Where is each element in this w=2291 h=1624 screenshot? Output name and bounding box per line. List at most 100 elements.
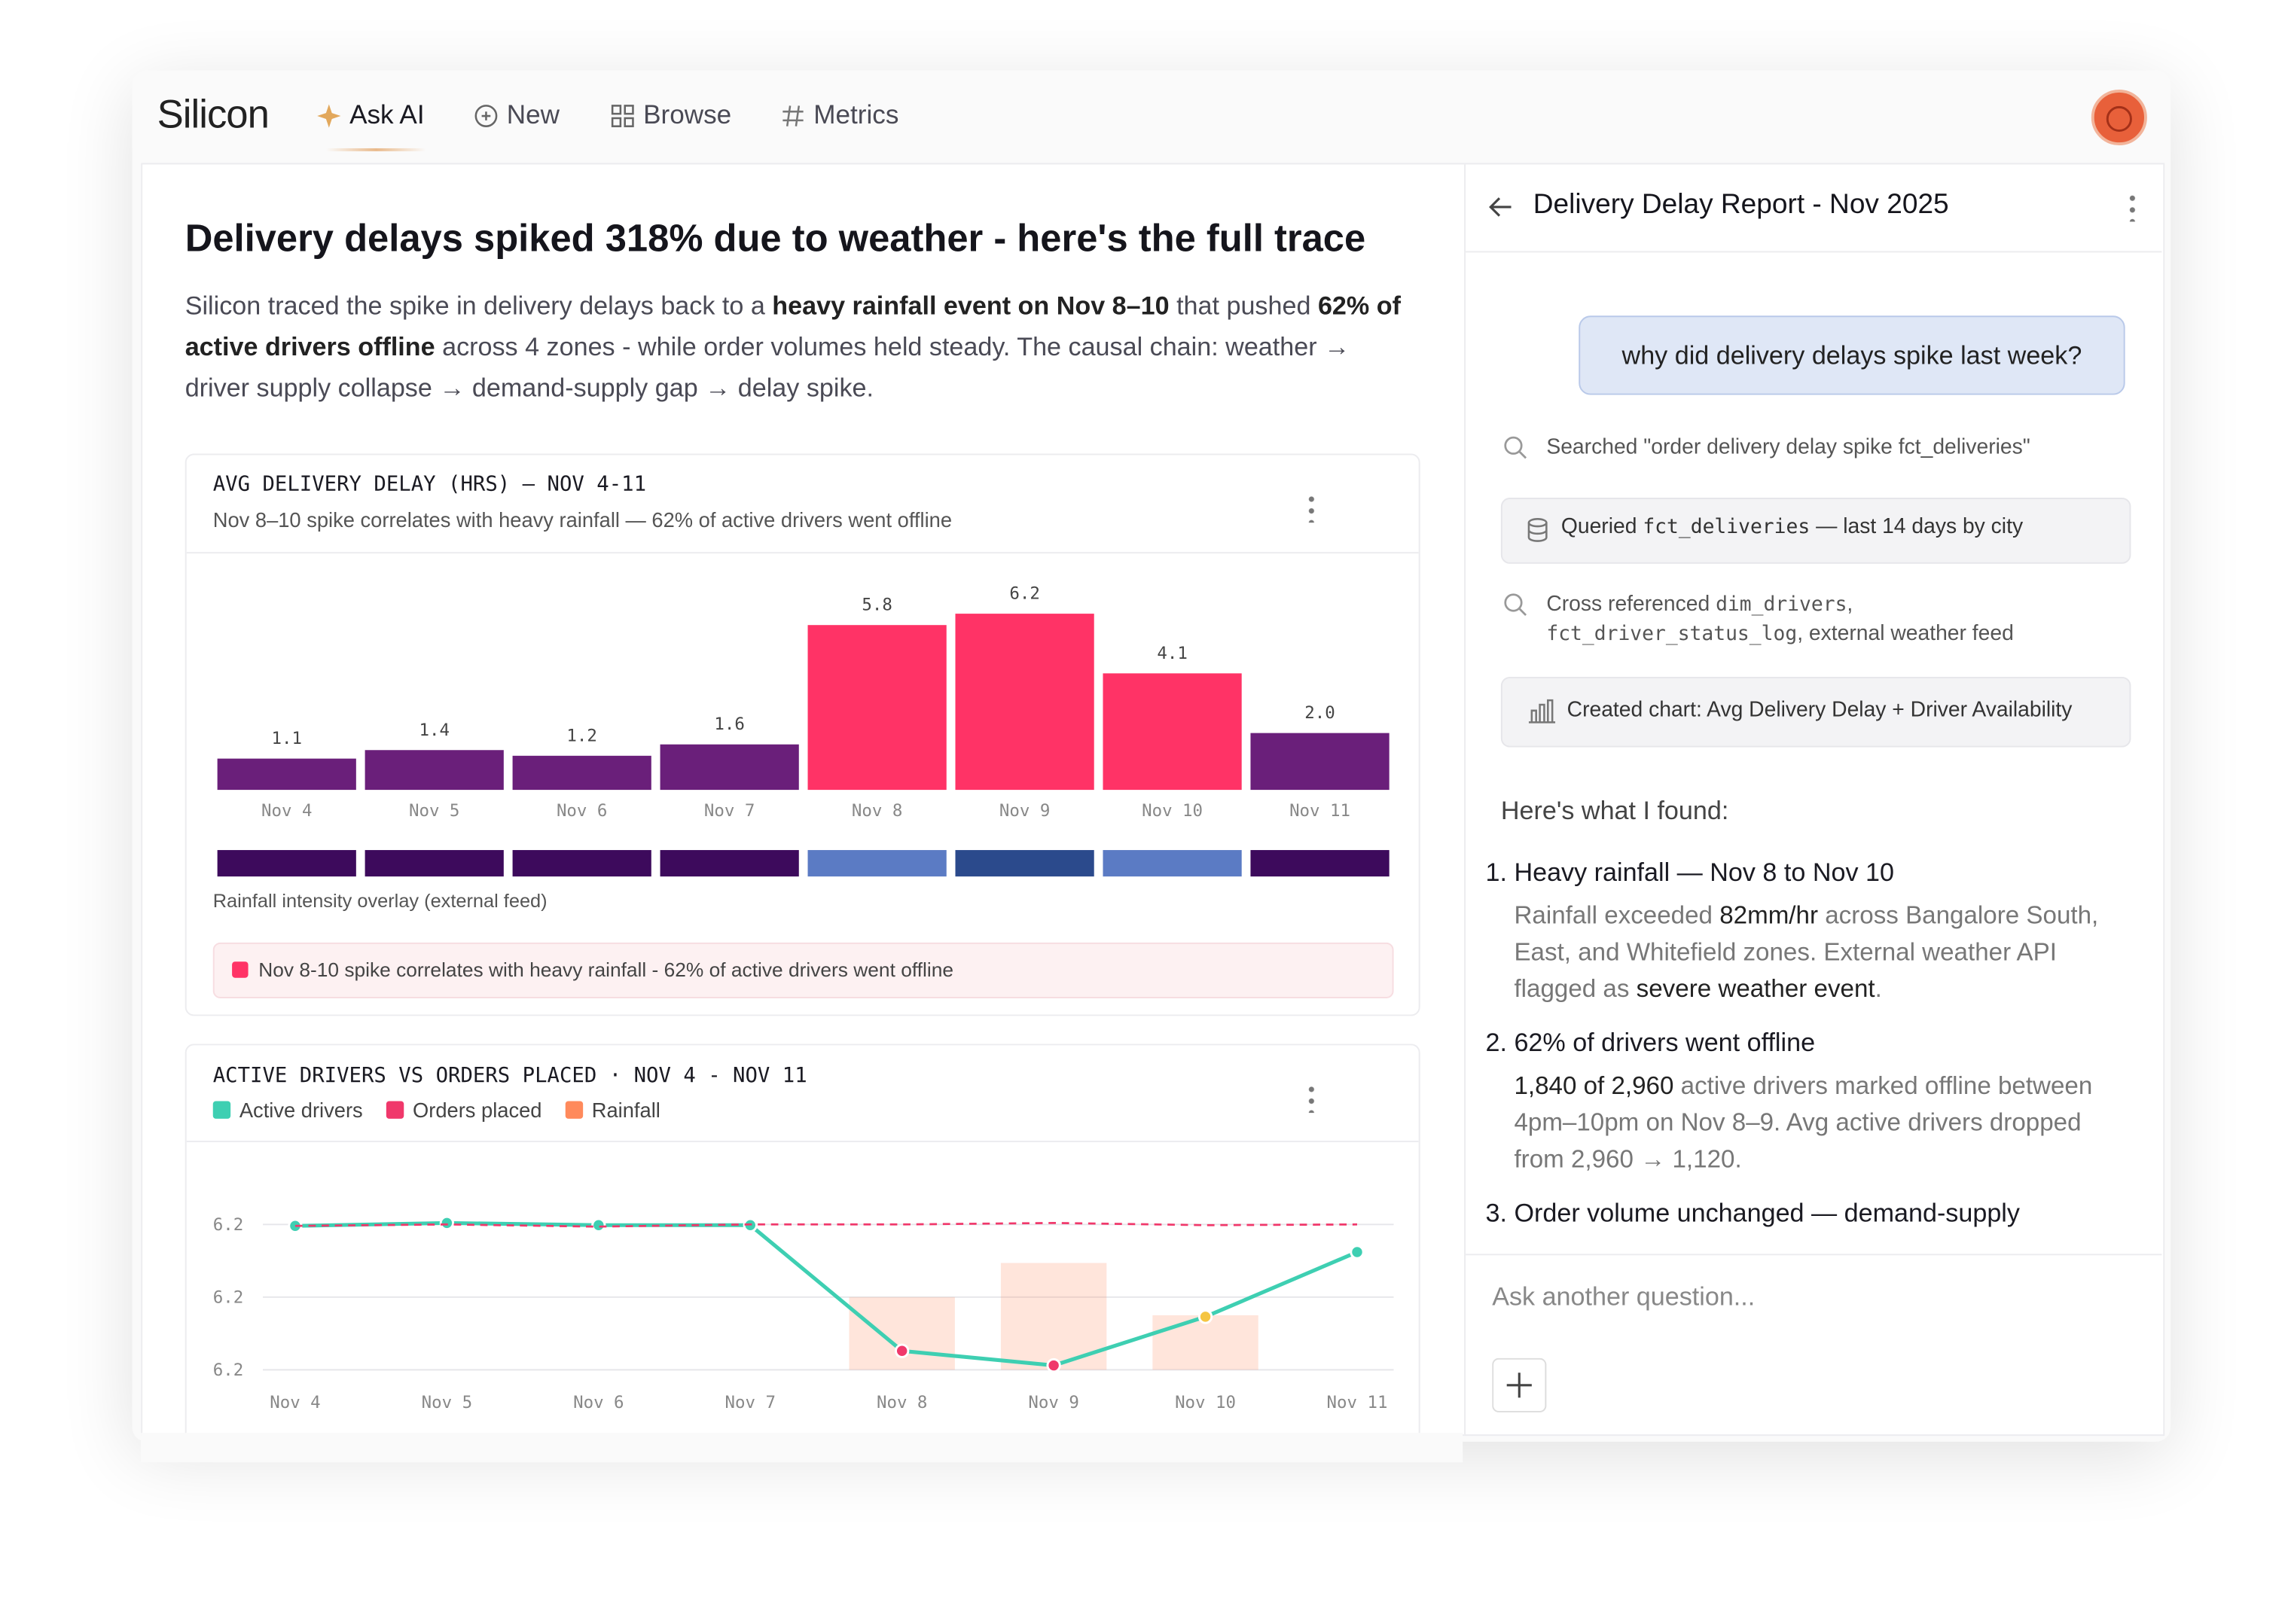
chart-subtitle: Nov 8–10 spike correlates with heavy rai… bbox=[212, 507, 953, 532]
step-box: Created chart: Avg Delivery Delay + Driv… bbox=[1500, 676, 2131, 748]
x-tick-label: Nov 9 bbox=[999, 801, 1050, 821]
value-label: 4.1 bbox=[1157, 644, 1187, 663]
value-label: 5.8 bbox=[862, 596, 892, 615]
value-label: 1.2 bbox=[566, 726, 596, 745]
chat-title: Delivery Delay Report - Nov 2025 bbox=[1533, 189, 1949, 221]
overlay-label: Rainfall intensity overlay (external fee… bbox=[212, 889, 548, 912]
chart-title: ACTIVE DRIVERS VS ORDERS PLACED · NOV 4 … bbox=[212, 1064, 807, 1088]
marker bbox=[1046, 1357, 1061, 1373]
body-emph: 82mm/hr bbox=[1719, 901, 1819, 930]
chat-scroll: why did delivery delays spike last week?… bbox=[1466, 252, 2161, 1254]
summary-text: across 4 zones - while order volumes hel… bbox=[185, 331, 1350, 403]
legend-label: Rainfall bbox=[591, 1098, 660, 1122]
x-tick-label: Nov 6 bbox=[557, 801, 607, 821]
legend-swatch bbox=[565, 1101, 584, 1119]
search-icon bbox=[1504, 436, 1527, 459]
summary-text: Silicon traced the spike in delivery del… bbox=[185, 291, 773, 321]
nav-underline bbox=[325, 148, 426, 151]
callout-text: Nov 8-10 spike correlates with heavy rai… bbox=[258, 958, 953, 981]
body-emph: severe weather event bbox=[1636, 974, 1875, 1003]
finding-title: 62% of drivers went offline bbox=[1514, 1028, 1816, 1057]
step-box: Queried fct_deliveries — last 14 days by… bbox=[1500, 498, 2131, 564]
overlay-cell bbox=[1103, 850, 1242, 877]
legend: Active drivers Orders placed Rainfall bbox=[212, 1098, 660, 1122]
callout-swatch bbox=[232, 961, 249, 978]
back-icon[interactable] bbox=[1486, 192, 1515, 221]
report-summary: Silicon traced the spike in delivery del… bbox=[185, 285, 1419, 408]
series-line bbox=[294, 1222, 1358, 1228]
y-tick-label: 6.2 bbox=[213, 1215, 243, 1235]
legend-item[interactable]: Orders placed bbox=[386, 1098, 541, 1122]
nav-ask-ai[interactable]: Ask AI bbox=[349, 99, 425, 129]
x-tick-label: Nov 4 bbox=[270, 1393, 320, 1412]
avatar[interactable] bbox=[2090, 88, 2149, 147]
overlay-cell bbox=[217, 850, 356, 877]
callout: Nov 8-10 spike correlates with heavy rai… bbox=[212, 942, 1394, 998]
step-part: Cross referenced bbox=[1546, 593, 1716, 617]
delay-chart-card: AVG DELIVERY DELAY (HRS) — NOV 4-11 Nov … bbox=[185, 453, 1420, 1016]
chart-menu[interactable] bbox=[1308, 1083, 1315, 1114]
step-part: , external weather feed bbox=[1797, 622, 2014, 646]
marker bbox=[895, 1343, 910, 1358]
bar bbox=[1103, 673, 1242, 791]
finding: Order volume unchanged — demand-supply bbox=[1514, 1198, 2116, 1229]
finding-body: Rainfall exceeded 82mm/hr across Bangalo… bbox=[1514, 897, 2116, 1007]
step: Cross referenced dim_drivers, fct_driver_… bbox=[1546, 590, 2104, 649]
divider bbox=[186, 1141, 1419, 1143]
summary-text: that pushed bbox=[1169, 291, 1318, 321]
metrics-icon bbox=[782, 105, 804, 126]
y-tick-label: 6.2 bbox=[213, 1360, 243, 1380]
finding-body: 1,840 of 2,960 active drivers marked off… bbox=[1514, 1068, 2116, 1178]
attach-button[interactable] bbox=[1492, 1357, 1548, 1414]
finding: 62% of drivers went offline 1,840 of 2,96… bbox=[1514, 1028, 2116, 1178]
step: Searched "order delivery delay spike fct… bbox=[1546, 436, 2030, 460]
findings: Heavy rainfall — Nov 8 to Nov 10 Rainfall… bbox=[1473, 858, 2116, 1250]
x-tick-label: Nov 7 bbox=[725, 1393, 776, 1412]
chat-menu[interactable] bbox=[2129, 192, 2136, 222]
browse-icon bbox=[611, 105, 634, 127]
value-label: 2.0 bbox=[1304, 703, 1335, 723]
overlay-cell bbox=[807, 850, 947, 877]
nav-browse[interactable]: Browse bbox=[643, 99, 732, 129]
step-part: , bbox=[1847, 593, 1853, 617]
value-label: 1.6 bbox=[714, 714, 744, 734]
finding-title: Heavy rainfall — Nov 8 to Nov 10 bbox=[1514, 857, 1894, 887]
bar-chart: 1.1 Nov 4 1.4 Nov 5 1.2 Nov 6 1.6 Nov 7 5.8 Nov 8… bbox=[217, 584, 1390, 877]
step-code: dim_drivers bbox=[1716, 593, 1847, 617]
legend-item[interactable]: Rainfall bbox=[565, 1098, 660, 1122]
brand[interactable]: Silicon bbox=[157, 92, 270, 137]
x-tick-label: Nov 5 bbox=[409, 801, 459, 821]
x-tick-label: Nov 11 bbox=[1289, 801, 1350, 821]
nav-metrics[interactable]: Metrics bbox=[813, 99, 899, 129]
new-icon bbox=[474, 105, 498, 127]
bar bbox=[807, 625, 947, 791]
db-icon bbox=[1527, 518, 1548, 542]
nav-new[interactable]: New bbox=[506, 99, 560, 129]
step-code: fct_deliveries bbox=[1643, 515, 1811, 539]
divider bbox=[186, 552, 1419, 554]
legend-swatch bbox=[212, 1101, 231, 1119]
x-tick-label: Nov 7 bbox=[704, 801, 755, 821]
panel-bottom-mask bbox=[141, 1433, 1463, 1463]
legend-item[interactable]: Active drivers bbox=[212, 1098, 363, 1122]
body-part: . bbox=[1875, 974, 1882, 1003]
step-part: Queried bbox=[1560, 515, 1643, 539]
overlay-cell bbox=[512, 850, 651, 877]
body-emph: 1,840 of 2,960 bbox=[1514, 1071, 1674, 1100]
finding-title: Order volume unchanged — demand-supply bbox=[1514, 1198, 2020, 1228]
chat-input[interactable]: Ask another question... bbox=[1492, 1281, 1756, 1312]
bar bbox=[365, 750, 504, 791]
x-tick-label: Nov 8 bbox=[852, 801, 902, 821]
bar bbox=[1250, 733, 1390, 791]
step-part: — last 14 days by city bbox=[1810, 515, 2024, 539]
x-tick-label: Nov 10 bbox=[1175, 1393, 1236, 1412]
step-text: Queried fct_deliveries — last 14 days by… bbox=[1561, 515, 2023, 538]
y-tick-label: 6.2 bbox=[213, 1288, 243, 1308]
report-title: Delivery delays spiked 318% due to weath… bbox=[185, 215, 1366, 261]
found-heading: Here's what I found: bbox=[1500, 795, 1729, 825]
finding: Heavy rainfall — Nov 8 to Nov 10 Rainfall… bbox=[1514, 858, 2116, 1007]
value-label: 6.2 bbox=[1009, 584, 1039, 604]
marker bbox=[1350, 1245, 1365, 1260]
body-part: across Bangalore South, East, and Whitef… bbox=[1514, 901, 2099, 1003]
chart-menu[interactable] bbox=[1308, 493, 1315, 523]
